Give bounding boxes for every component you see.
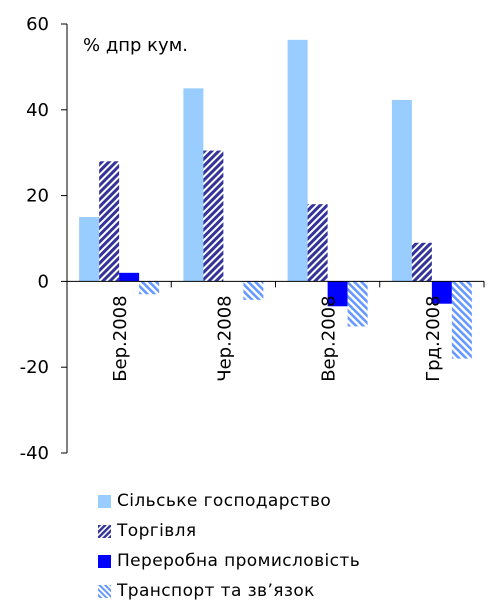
bar-agriculture-1 xyxy=(183,88,204,282)
bar-trade-2 xyxy=(307,204,328,282)
legend-label-agriculture: Сільське господарство xyxy=(117,491,332,511)
unit-annotation: % дпр кум. xyxy=(83,35,188,56)
legend-swatch-transport xyxy=(98,584,111,598)
legend-item-processing: Переробна промисловість xyxy=(98,546,360,576)
bar-trade-1 xyxy=(203,150,224,282)
legend-item-transport: Транспорт та зв’язок xyxy=(98,576,360,606)
x-category-label: Вер.2008 xyxy=(319,295,340,381)
legend-swatch-agriculture xyxy=(98,494,111,508)
y-tick-label: 60 xyxy=(26,14,49,35)
bar-processing-2 xyxy=(327,281,348,307)
bar-transport-2 xyxy=(347,281,368,327)
bar-agriculture-3 xyxy=(391,99,412,282)
bar-transport-1 xyxy=(243,281,264,300)
legend-swatch-trade xyxy=(98,524,111,538)
y-tick-label: 0 xyxy=(38,271,49,292)
bar-processing-0 xyxy=(119,272,140,282)
legend-swatch-processing xyxy=(98,554,111,568)
bar-transport-3 xyxy=(451,281,472,359)
legend-label-transport: Транспорт та зв’язок xyxy=(117,581,315,601)
bar-processing-3 xyxy=(431,281,452,304)
y-tick-label: 20 xyxy=(26,186,49,207)
y-tick-label: -40 xyxy=(20,443,49,464)
x-category-label: Грд.2008 xyxy=(423,295,444,381)
y-tick-label: 40 xyxy=(26,100,49,121)
bar-trade-0 xyxy=(99,161,120,282)
bar-agriculture-2 xyxy=(287,39,308,282)
bar-trade-3 xyxy=(411,242,432,282)
chart-plot: -40 -20 0 20 40 60 Бер.2008 Чер.2008 Вер.2008 Грд… xyxy=(20,14,485,464)
legend-item-trade: Торгівля xyxy=(98,516,360,546)
x-category-label: Чер.2008 xyxy=(214,295,235,381)
legend-item-agriculture: Сільське господарство xyxy=(98,486,360,516)
bar-transport-0 xyxy=(139,281,160,295)
bar-agriculture-0 xyxy=(79,217,100,282)
legend-label-trade: Торгівля xyxy=(117,521,197,541)
legend-label-processing: Переробна промисловість xyxy=(117,551,361,571)
legend: Сільське господарство Торгівля Переробна… xyxy=(98,486,360,606)
x-category-label: Бер.2008 xyxy=(110,295,131,381)
y-tick-label: -20 xyxy=(20,357,49,378)
